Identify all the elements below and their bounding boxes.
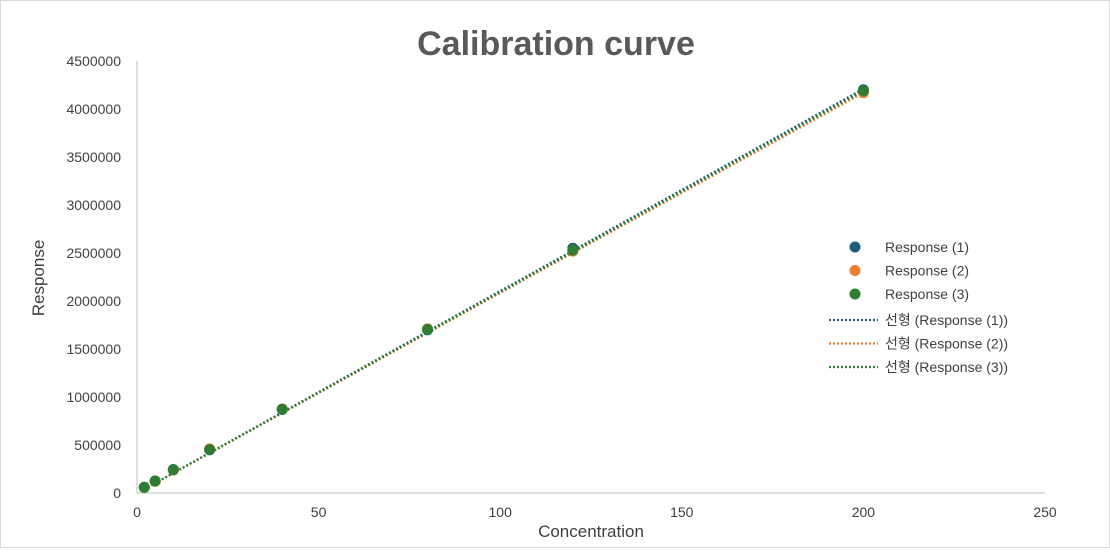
y-tick-label: 4500000 (66, 53, 121, 69)
data-point (204, 444, 216, 456)
trendline (143, 91, 864, 491)
trendlines (143, 87, 864, 491)
data-point (567, 244, 579, 256)
data-point (276, 403, 288, 415)
trendline (143, 87, 864, 491)
legend-label: Response (1) (885, 239, 969, 255)
x-tick-label: 250 (1033, 504, 1057, 520)
legend-label: 선형 (Response (2)) (885, 336, 1008, 352)
y-tick-label: 3000000 (66, 197, 121, 213)
x-axis-label: Concentration (538, 522, 644, 541)
y-axis-label: Response (29, 240, 48, 317)
x-tick-label: 100 (489, 504, 513, 520)
legend-label: Response (3) (885, 286, 969, 302)
y-tick-label: 1000000 (66, 389, 121, 405)
y-tick-label: 3500000 (66, 149, 121, 165)
legend-marker (849, 265, 861, 276)
legend-marker (849, 288, 861, 300)
data-point (149, 475, 161, 487)
y-tick-label: 4000000 (66, 101, 121, 117)
data-point (138, 481, 150, 493)
trendline (143, 89, 864, 491)
data-point (857, 85, 869, 97)
y-tick-label: 2500000 (66, 245, 121, 261)
y-tick-label: 2000000 (66, 293, 121, 309)
data-points (138, 84, 869, 493)
x-tick-label: 150 (670, 504, 694, 520)
chart-title: Calibration curve (417, 25, 695, 63)
y-tick-label: 500000 (74, 437, 121, 453)
legend-label: 선형 (Response (3)) (885, 359, 1008, 375)
x-tick-label: 200 (852, 504, 876, 520)
data-point (422, 323, 434, 335)
x-tick-label: 50 (311, 504, 327, 520)
y-tick-label: 1500000 (66, 341, 121, 357)
data-point (167, 464, 179, 476)
axes: 0 50 100 150 200 250 0 500000 1000000 1500000 2000… (66, 53, 1056, 520)
legend: Response (1) Response (2) Response (3) 선형 (… (829, 239, 1008, 375)
legend-marker (849, 241, 861, 253)
legend-label: 선형 (Response (1)) (885, 312, 1008, 328)
x-tick-label: 0 (133, 504, 141, 520)
legend-label: Response (2) (885, 263, 969, 279)
y-tick-label: 0 (113, 485, 121, 501)
